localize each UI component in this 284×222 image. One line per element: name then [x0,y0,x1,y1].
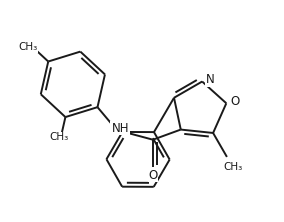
Text: N: N [206,73,214,86]
Text: O: O [231,95,240,108]
Text: CH₃: CH₃ [50,132,69,142]
Text: O: O [148,169,158,182]
Text: NH: NH [112,122,129,135]
Text: CH₃: CH₃ [223,162,243,172]
Text: CH₃: CH₃ [18,42,37,52]
Text: Cl: Cl [110,121,122,134]
